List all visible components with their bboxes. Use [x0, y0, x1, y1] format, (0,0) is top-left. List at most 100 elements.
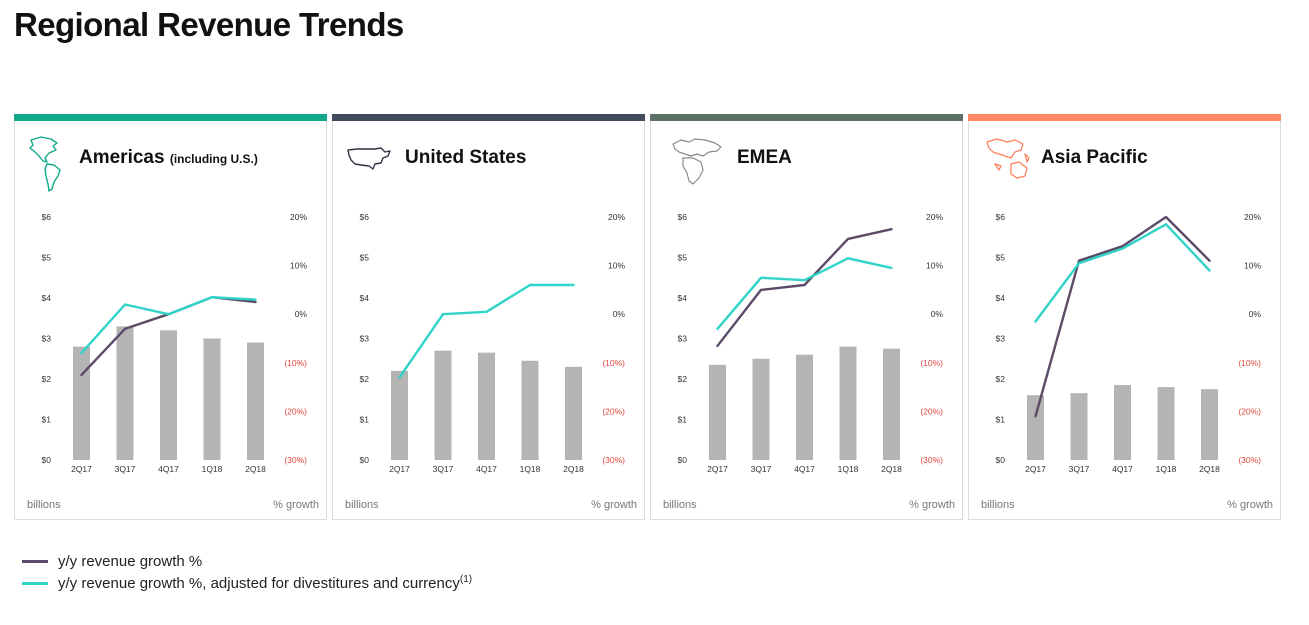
panel-title: Asia Pacific [1041, 147, 1148, 169]
panel-emea: EMEA $6 $5 $4 $3 $2 $1 $0 20% 10% 0% (10%) (20%) (30… [650, 114, 963, 520]
left-tick-label: $6 [678, 212, 688, 222]
left-tick-label: $2 [678, 374, 688, 384]
revenue-bar [73, 346, 90, 460]
right-tick-label: 20% [926, 212, 943, 222]
category-label: 3Q17 [751, 464, 772, 474]
left-tick-label: $1 [678, 415, 688, 425]
right-tick-label: (10%) [284, 358, 307, 368]
revenue-bar [160, 330, 177, 460]
left-tick-label: $5 [996, 253, 1006, 263]
category-label: 4Q17 [1112, 464, 1133, 474]
panel-title: Americas (including U.S.) [79, 147, 258, 169]
right-axis-unit: % growth [909, 499, 955, 511]
left-axis-unit: billions [663, 499, 697, 511]
left-tick-label: $0 [678, 455, 688, 465]
legend-label: y/y revenue growth %, adjusted for dives… [58, 574, 472, 592]
left-tick-label: $6 [360, 212, 370, 222]
page-title: Regional Revenue Trends [14, 6, 404, 43]
left-tick-label: $6 [42, 212, 52, 222]
category-label: 1Q18 [838, 464, 859, 474]
right-tick-label: 20% [1244, 212, 1261, 222]
panel-americas: Americas (including U.S.) $6 $5 $4 $3 $2 $1 $0… [14, 114, 327, 520]
category-label: 2Q18 [563, 464, 584, 474]
right-tick-label: 10% [926, 261, 943, 271]
left-axis-unit: billions [27, 499, 61, 511]
legend-swatch-reported [22, 559, 48, 563]
chart: $6 $5 $4 $3 $2 $1 $0 20% 10% 0% (10%) (20%) (30%) 2Q1… [996, 212, 1262, 474]
americas-map-icon [29, 136, 61, 192]
left-tick-label: $2 [996, 374, 1006, 384]
region-name: Asia Pacific [1041, 147, 1148, 168]
left-tick-label: $4 [996, 293, 1006, 303]
left-tick-label: $1 [42, 415, 52, 425]
category-label: 1Q18 [1156, 464, 1177, 474]
right-tick-label: 10% [608, 261, 625, 271]
revenue-bar [1201, 389, 1218, 460]
united-states-map-icon [347, 147, 391, 170]
legend-label-text: y/y revenue growth %, adjusted for dives… [58, 575, 460, 592]
revenue-bar [434, 350, 452, 460]
left-tick-label: $5 [678, 253, 688, 263]
legend: y/y revenue growth % y/y revenue growth … [22, 550, 472, 594]
left-tick-label: $6 [996, 212, 1006, 222]
revenue-bar [709, 364, 726, 460]
category-label: 3Q17 [433, 464, 454, 474]
chart: $6 $5 $4 $3 $2 $1 $0 20% 10% 0% (10%) (20%) (30%) 2Q1… [678, 212, 944, 474]
right-tick-label: (20%) [284, 406, 307, 416]
left-tick-label: $4 [360, 293, 370, 303]
panel-title: United States [405, 147, 526, 169]
category-label: 2Q17 [71, 464, 92, 474]
left-tick-label: $3 [360, 334, 370, 344]
category-label: 2Q17 [389, 464, 410, 474]
left-tick-label: $3 [42, 334, 52, 344]
category-label: 4Q17 [794, 464, 815, 474]
chart: $6 $5 $4 $3 $2 $1 $0 20% 10% 0% (10%) (20%) (30%) 2Q1… [360, 212, 626, 474]
chart: $6 $5 $4 $3 $2 $1 $0 20% 10% 0% (10%) (20%) (30%) 2Q1… [42, 212, 308, 474]
right-tick-label: (30%) [1238, 455, 1261, 465]
revenue-bar [883, 348, 900, 460]
revenue-bar [247, 342, 264, 460]
region-name: United States [405, 147, 527, 168]
left-tick-label: $3 [678, 334, 688, 344]
category-label: 4Q17 [158, 464, 179, 474]
category-label: 2Q17 [1025, 464, 1046, 474]
revenue-bar [752, 358, 770, 460]
left-tick-label: $4 [42, 293, 52, 303]
category-label: 4Q17 [476, 464, 497, 474]
right-tick-label: (30%) [284, 455, 307, 465]
region-subtitle: (including U.S.) [169, 152, 258, 166]
revenue-bar [1114, 385, 1131, 460]
reported-growth-line [1034, 215, 1211, 418]
left-tick-label: $5 [360, 253, 370, 263]
right-tick-label: 10% [290, 261, 307, 271]
category-label: 2Q17 [707, 464, 728, 474]
adjusted-growth-line [80, 295, 257, 355]
revenue-bar [391, 370, 408, 460]
right-tick-label: 10% [1244, 261, 1261, 271]
revenue-bar [796, 354, 813, 460]
category-label: 2Q18 [245, 464, 266, 474]
left-tick-label: $0 [360, 455, 370, 465]
right-axis-unit: % growth [591, 499, 637, 511]
reported-growth-line [716, 227, 893, 348]
panel-accent-bar [650, 114, 963, 121]
emea-map-icon [672, 138, 722, 185]
right-tick-label: (10%) [920, 358, 943, 368]
footnote-marker: (1) [459, 574, 473, 585]
category-label: 3Q17 [1069, 464, 1090, 474]
legend-label: y/y revenue growth % [58, 552, 203, 570]
left-axis-unit: billions [345, 499, 379, 511]
left-tick-label: $0 [42, 455, 52, 465]
revenue-bar [203, 338, 221, 460]
category-label: 3Q17 [115, 464, 136, 474]
right-tick-label: (20%) [920, 406, 943, 416]
panel-accent-bar [14, 114, 327, 121]
right-tick-label: 0% [613, 309, 626, 319]
panel-asia-pacific: Asia Pacific $6 $5 $4 $3 $2 $1 $0 20% 10% 0% (10%)… [968, 114, 1281, 520]
right-tick-label: 20% [608, 212, 625, 222]
right-tick-label: 20% [290, 212, 307, 222]
right-tick-label: (20%) [602, 406, 625, 416]
right-tick-label: (20%) [1238, 406, 1261, 416]
region-name: EMEA [737, 147, 792, 168]
left-tick-label: $4 [678, 293, 688, 303]
